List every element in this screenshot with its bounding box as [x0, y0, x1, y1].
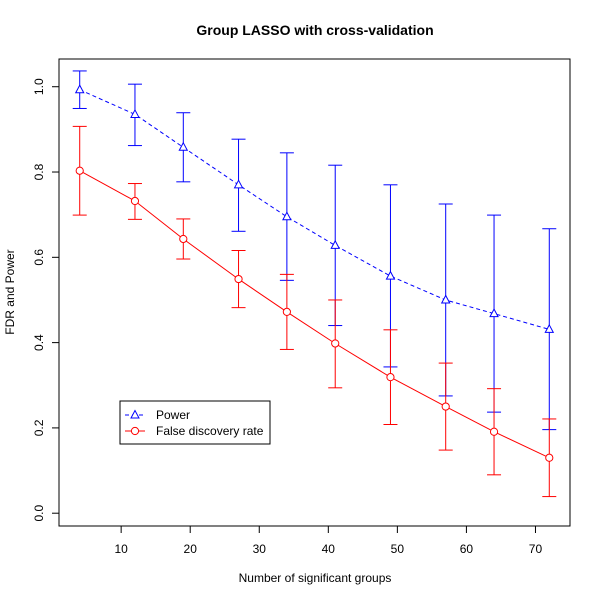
x-tick-label: 10 [114, 542, 128, 556]
series-power [72, 70, 557, 431]
data-point-false-discovery-rate [386, 373, 395, 382]
data-point-power [440, 294, 451, 304]
data-point-false-discovery-rate [179, 234, 188, 244]
x-tick-label: 60 [460, 542, 474, 556]
x-tick-label: 20 [184, 542, 198, 556]
data-point-false-discovery-rate [331, 339, 340, 348]
data-point-power [544, 323, 555, 333]
x-axis-label: Number of significant groups [239, 571, 392, 585]
y-tick-label: 0.4 [32, 334, 46, 351]
series-line-power [79, 89, 550, 330]
x-tick-label: 40 [322, 542, 336, 556]
y-tick-label: 0.8 [32, 163, 46, 180]
legend-label-false-discovery-rate: False discovery rate [156, 424, 264, 438]
data-point-power [385, 270, 396, 280]
data-point-power [330, 239, 341, 249]
x-axis: 10 20 30 40 50 60 70 [114, 525, 543, 556]
y-axis-label: FDR and Power [3, 249, 17, 334]
legend-label-power: Power [156, 408, 190, 422]
legend: Power False discovery rate [119, 400, 271, 445]
data-point-false-discovery-rate [545, 453, 554, 462]
x-tick-label: 50 [391, 542, 405, 556]
series-false-discovery-rate [72, 125, 557, 498]
legend-marker-power [130, 409, 140, 419]
series-layer [72, 70, 557, 498]
data-point-false-discovery-rate [130, 196, 140, 206]
series-line-false-discovery-rate [79, 170, 550, 459]
data-point-power [130, 108, 140, 118]
data-point-false-discovery-rate [441, 402, 450, 411]
x-tick-label: 30 [253, 542, 267, 556]
data-point-power [489, 308, 499, 318]
data-point-power [233, 179, 244, 189]
y-tick-label: 0.2 [32, 419, 46, 436]
y-tick-label: 1.0 [32, 78, 46, 95]
data-point-false-discovery-rate [75, 166, 84, 175]
data-point-power [74, 84, 85, 94]
data-point-power [282, 211, 292, 221]
data-point-power [178, 141, 189, 151]
y-tick-label: 0.0 [32, 505, 46, 522]
chart-title: Group LASSO with cross-validation [196, 22, 433, 38]
data-point-false-discovery-rate [234, 274, 243, 284]
x-tick-label: 70 [529, 542, 543, 556]
data-point-false-discovery-rate [489, 427, 499, 436]
y-tick-label: 0.6 [32, 249, 46, 266]
legend-box [119, 400, 271, 445]
legend-marker-false-discovery-rate [130, 426, 140, 436]
y-axis: 0.0 0.2 0.4 0.6 0.8 1.0 [32, 78, 60, 522]
data-point-false-discovery-rate [282, 307, 291, 317]
